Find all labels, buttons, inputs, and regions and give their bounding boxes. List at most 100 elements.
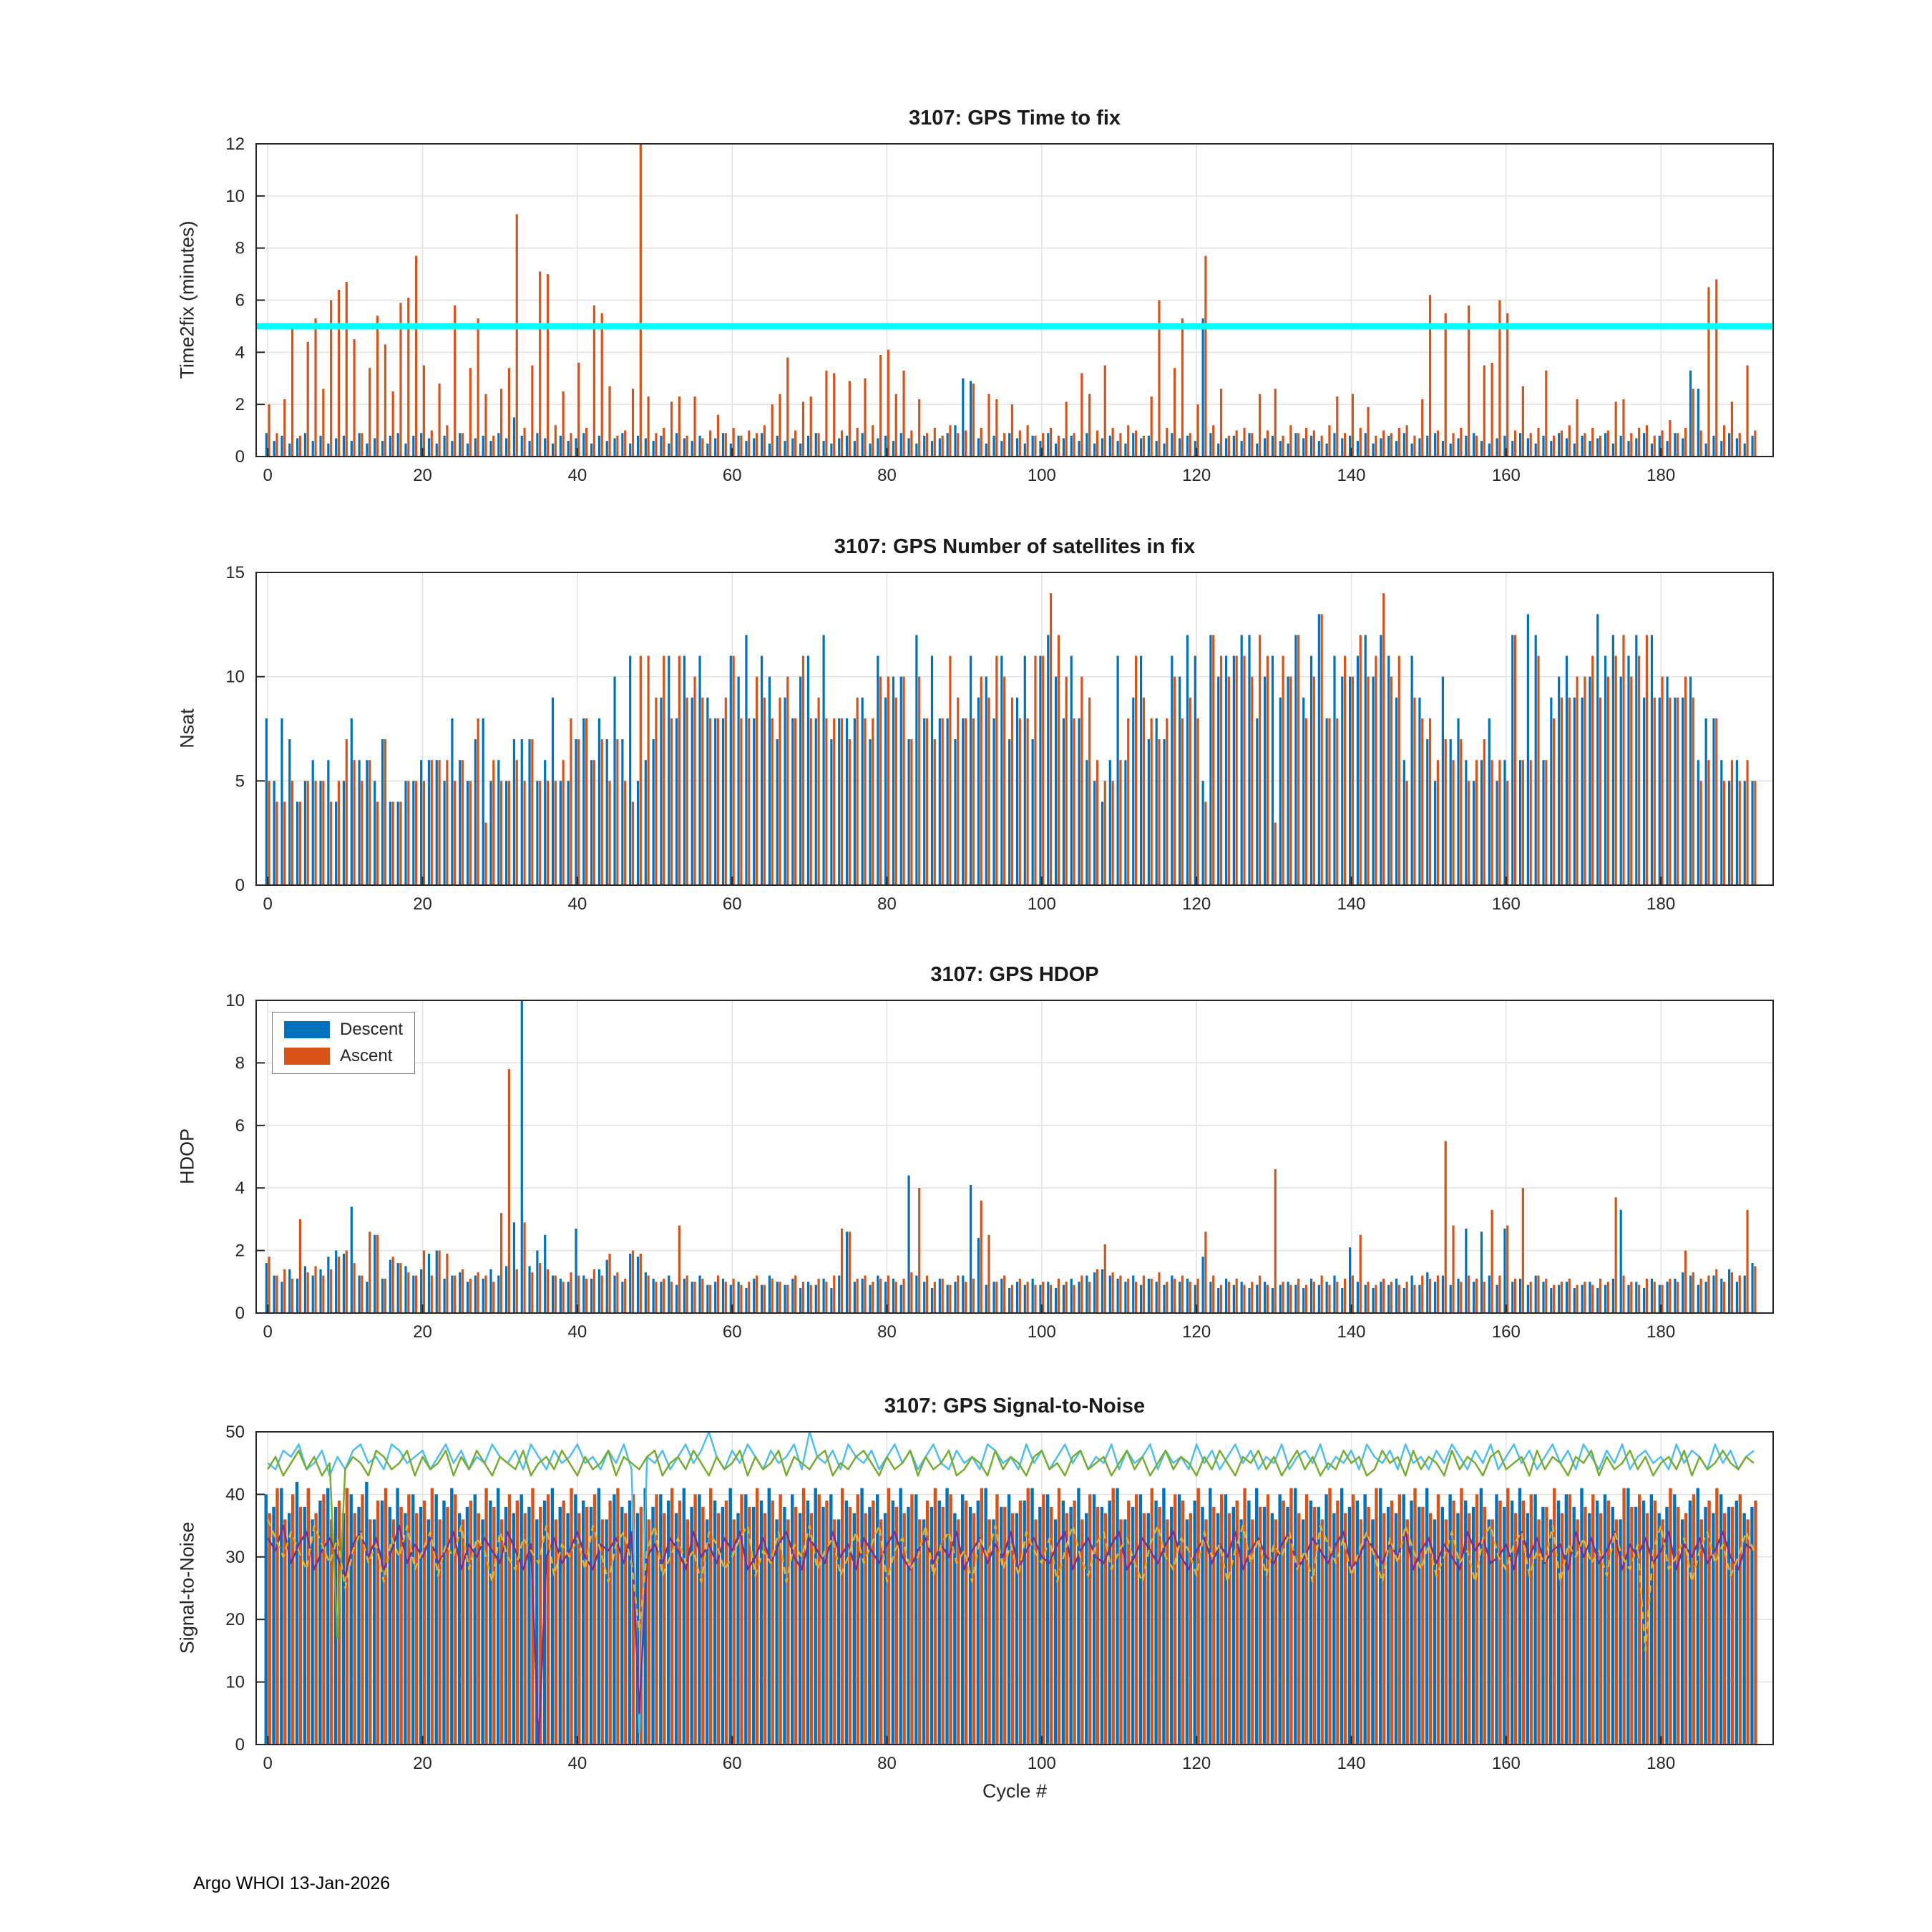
tick-labels: 0 20 40 60 80 100 120 140 160 180 0 2 4 6 8 10 [225,991,1675,1342]
svg-text:0: 0 [235,1304,245,1323]
svg-text:60: 60 [723,1754,742,1773]
svg-text:40: 40 [568,894,587,914]
footer-text: Argo WHOI 13-Jan-2026 [193,1873,391,1893]
svg-text:4: 4 [235,1179,245,1198]
svg-text:6: 6 [235,1116,245,1136]
svg-text:140: 140 [1337,466,1365,485]
ascent-swatch [284,1048,330,1065]
svg-text:100: 100 [1028,1322,1056,1342]
descent-bars [264,1481,1754,1745]
snr-line-3 [267,1524,1755,1746]
axes-box [255,1431,1774,1745]
svg-text:100: 100 [1028,466,1056,485]
descent-swatch [284,1021,330,1038]
svg-text:0: 0 [263,1322,273,1342]
snr-plot: 0 20 40 60 80 100 120 140 160 180 0 10 20 30 40 50 [225,1423,1774,1773]
tick-labels: 0 20 40 60 80 100 120 140 160 180 0 10 20 30 40 50 [225,1423,1675,1773]
svg-text:0: 0 [263,1754,273,1773]
ylabel-nsat: Nsat [176,708,198,748]
svg-text:20: 20 [413,1322,432,1342]
svg-text:180: 180 [1646,1754,1675,1773]
svg-text:10: 10 [225,991,245,1010]
svg-text:100: 100 [1028,894,1056,914]
svg-text:80: 80 [877,1322,897,1342]
svg-text:0: 0 [235,1735,245,1755]
svg-text:40: 40 [568,1322,587,1342]
axes-box [255,572,1774,886]
chart-title-hdop: 3107: GPS HDOP [930,963,1099,986]
svg-text:160: 160 [1492,894,1521,914]
svg-text:5: 5 [235,771,245,791]
svg-text:120: 120 [1182,1754,1211,1773]
svg-text:20: 20 [413,894,432,914]
svg-text:8: 8 [235,1053,245,1073]
tick-labels: 0 20 40 60 80 100 120 140 160 180 0 5 10 15 [225,563,1675,914]
svg-text:0: 0 [235,876,245,895]
svg-text:140: 140 [1337,1322,1365,1342]
svg-text:20: 20 [413,466,432,485]
descent-bars [265,318,1754,457]
legend-label-ascent: Ascent [340,1046,393,1065]
svg-text:80: 80 [877,466,897,485]
svg-text:60: 60 [723,894,742,914]
svg-text:4: 4 [235,343,245,362]
legend: Descent Ascent [272,1012,416,1074]
snr-line-4 [267,1518,1755,1652]
gridlines [256,1000,1773,1313]
svg-text:180: 180 [1646,894,1675,914]
svg-text:50: 50 [225,1423,245,1442]
descent-bars [265,614,1754,885]
svg-text:12: 12 [225,135,245,154]
svg-text:160: 160 [1492,466,1521,485]
svg-text:140: 140 [1337,1754,1365,1773]
x-axis-label: Cycle # [982,1780,1048,1802]
ascent-bars [268,593,1757,885]
svg-text:60: 60 [723,1322,742,1342]
svg-text:10: 10 [225,187,245,206]
svg-text:30: 30 [225,1548,245,1567]
svg-text:160: 160 [1492,1322,1521,1342]
legend-row-ascent: Ascent [284,1046,403,1066]
svg-text:40: 40 [568,466,587,485]
svg-text:120: 120 [1182,1322,1211,1342]
chart-title-snr: 3107: GPS Signal-to-Noise [884,1395,1146,1418]
hdop-plot: 0 20 40 60 80 100 120 140 160 180 0 2 4 6 8 10 [225,991,1774,1342]
svg-text:80: 80 [877,894,897,914]
svg-text:120: 120 [1182,466,1211,485]
svg-text:60: 60 [723,466,742,485]
tick-labels: 0 20 40 60 80 100 120 140 160 180 0 2 4 6 8 10 12 [225,135,1675,485]
ascent-bars [268,1069,1757,1313]
axes-box [255,1000,1774,1314]
svg-text:6: 6 [235,291,245,311]
svg-text:2: 2 [235,1241,245,1261]
nsat-plot: 0 20 40 60 80 100 120 140 160 180 0 5 10 15 [225,563,1774,914]
ascent-bars [268,1488,1757,1745]
svg-text:140: 140 [1337,894,1365,914]
svg-text:180: 180 [1646,1322,1675,1342]
svg-text:80: 80 [877,1754,897,1773]
svg-text:0: 0 [235,447,245,467]
chart-title-nsat: 3107: GPS Number of satellites in fix [834,535,1196,558]
svg-text:0: 0 [263,466,273,485]
svg-text:20: 20 [225,1610,245,1629]
chart-title-time2fix: 3107: GPS Time to fix [908,107,1121,130]
ylabel-snr: Signal-to-Noise [176,1521,198,1654]
svg-text:100: 100 [1028,1754,1056,1773]
legend-label-descent: Descent [340,1020,404,1039]
ylabel-time2fix: Time2fix (minutes) [176,220,198,379]
svg-text:120: 120 [1182,894,1211,914]
legend-row-descent: Descent [284,1020,403,1040]
svg-text:10: 10 [225,668,245,687]
snr-line-2 [267,1449,1755,1639]
svg-text:40: 40 [568,1754,587,1773]
descent-bars [265,1000,1754,1313]
svg-text:20: 20 [413,1754,432,1773]
axes-box [255,143,1774,457]
svg-text:160: 160 [1492,1754,1521,1773]
svg-text:15: 15 [225,563,245,582]
svg-text:10: 10 [225,1673,245,1692]
ylabel-hdop: HDOP [176,1128,198,1185]
svg-text:0: 0 [263,894,273,914]
threshold-line [256,323,1773,330]
